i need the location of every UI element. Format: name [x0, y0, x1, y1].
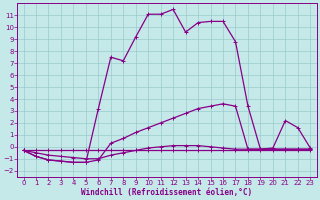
X-axis label: Windchill (Refroidissement éolien,°C): Windchill (Refroidissement éolien,°C): [81, 188, 252, 197]
